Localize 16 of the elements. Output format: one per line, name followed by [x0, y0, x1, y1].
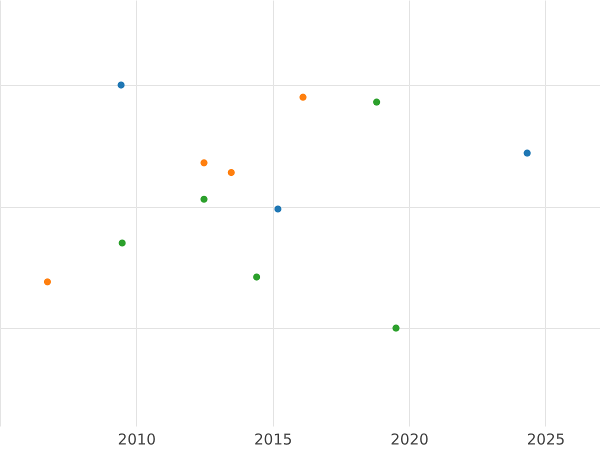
point [200, 196, 208, 203]
point [118, 82, 125, 89]
point [200, 159, 208, 166]
x-tick-label: 2020 [390, 430, 429, 448]
x-tick-label: 2010 [118, 430, 156, 448]
point [44, 278, 51, 286]
x-tick-label: 2015 [254, 430, 292, 448]
point [274, 205, 282, 213]
point [253, 274, 260, 281]
point [118, 239, 126, 247]
point [228, 169, 235, 176]
x-tick-label: 2025 [526, 430, 566, 448]
point [392, 324, 400, 332]
point [524, 150, 531, 157]
point [299, 94, 307, 101]
point [373, 98, 380, 106]
